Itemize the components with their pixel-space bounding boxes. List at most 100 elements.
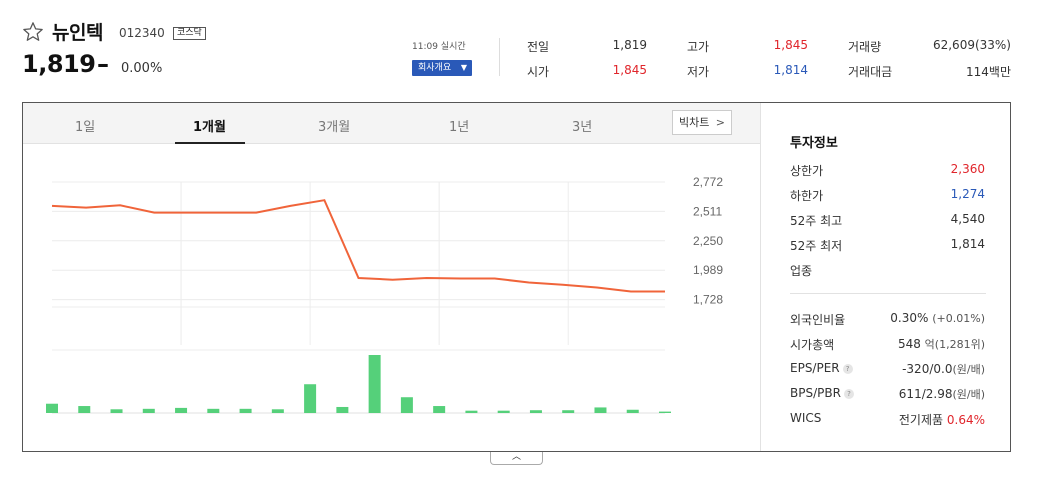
amount-value: 114백만 (966, 65, 1011, 79)
chevron-up-icon: ︿ (511, 452, 521, 462)
info-title: 투자정보 (790, 136, 838, 151)
tab-1m[interactable]: 1개월 (193, 120, 226, 135)
bps-pbr-unit: (원/배) (952, 388, 985, 401)
volume-bar (659, 411, 671, 413)
eps-per-text: EPS/PER (790, 361, 840, 375)
y-tick-label: 1,728 (693, 293, 723, 307)
company-overview-button[interactable]: 회사개요 ▼ (412, 60, 472, 76)
foreign-ratio-value: 0.30% (+0.01%) (890, 311, 985, 325)
caret-down-icon: ▼ (460, 63, 467, 72)
wics-change: 0.64% (946, 413, 985, 427)
eps-per-unit: (원/배) (952, 363, 985, 376)
volume-value: 62,609(33%) (932, 38, 1011, 52)
foreign-ratio-change: (+0.01%) (932, 312, 985, 325)
info-divider (790, 293, 986, 294)
volume-bar (142, 408, 155, 413)
company-overview-label: 회사개요 (418, 63, 452, 73)
price-chart: 2,7722,5112,2501,9891,72805.2405.3106.07… (46, 175, 723, 414)
foreign-ratio: 0.30% (890, 311, 929, 325)
help-icon[interactable]: ? (843, 389, 854, 399)
period-tabs: 1일 1개월 3개월 1년 3년 빅차트 > (23, 103, 760, 144)
low-value: 1,814 (773, 63, 808, 77)
volume-bar (271, 409, 284, 413)
volume-bar (239, 408, 252, 413)
upper-limit-label: 상한가 (790, 164, 824, 178)
low-label: 저가 (687, 65, 710, 79)
volume-bar (562, 410, 575, 413)
prev-close-value: 1,819 (612, 38, 647, 52)
market-cap: 548 (897, 337, 921, 351)
divider (499, 38, 500, 76)
high-value: 1,845 (773, 38, 808, 52)
amount-label: 거래대금 (848, 65, 893, 79)
wics-label: WICS (790, 411, 822, 425)
volume-bar (529, 410, 542, 413)
wics-value: 전기제품 0.64% (899, 411, 985, 428)
volume-bar (304, 384, 317, 413)
week52-low-value: 1,814 (950, 237, 985, 251)
volume-bar (626, 409, 639, 413)
prev-close-label: 전일 (527, 40, 550, 54)
y-tick-label: 2,250 (693, 234, 723, 248)
week52-high-value: 4,540 (950, 212, 985, 226)
bps-pbr: 611/2.98 (898, 387, 953, 401)
bps-pbr-label: BPS/PBR? (790, 386, 854, 400)
industry-label: 업종 (790, 264, 813, 278)
wics-sector[interactable]: 전기제품 (898, 413, 944, 427)
open-value: 1,845 (612, 63, 647, 77)
price-line (51, 199, 665, 293)
open-label: 시가 (527, 65, 550, 79)
realtime-timestamp: 11:09 실시간 (412, 42, 466, 52)
volume-bar (497, 410, 510, 413)
stock-code: 012340 (119, 26, 165, 40)
volume-label: 거래량 (848, 40, 882, 54)
big-chart-button[interactable]: 빅차트 > (672, 110, 732, 135)
tab-1d[interactable]: 1일 (75, 120, 96, 135)
foreign-ratio-label: 외국인비율 (790, 313, 846, 327)
big-chart-label: 빅차트 (679, 116, 710, 129)
volume-bar (336, 406, 349, 413)
volume-bar (46, 403, 58, 413)
week52-low-label: 52주 최저 (790, 239, 843, 253)
volume-bar (368, 355, 381, 413)
bps-pbr-text: BPS/PBR (790, 386, 841, 400)
volume-bar (400, 397, 413, 413)
volume-bar (175, 407, 188, 413)
current-price: 1,819 (22, 50, 96, 78)
y-tick-label: 2,772 (693, 175, 723, 189)
week52-high-label: 52주 최고 (790, 214, 843, 228)
active-tab-indicator (175, 142, 245, 144)
chevron-right-icon: > (715, 116, 725, 129)
y-tick-label: 2,511 (693, 204, 722, 218)
eps-per-label: EPS/PER? (790, 361, 853, 375)
volume-bar (110, 409, 123, 413)
volume-bar (465, 410, 478, 413)
eps-per: -320/0.0 (902, 362, 953, 376)
volume-bar (207, 408, 220, 413)
volume-bar (433, 406, 446, 413)
lower-limit-label: 하한가 (790, 189, 824, 203)
collapse-chart-button[interactable]: ︿ (490, 452, 543, 465)
upper-limit-value: 2,360 (950, 162, 985, 176)
chart-panel: 1일 1개월 3개월 1년 3년 빅차트 > 2,772 2,511 2,250 1,… (22, 102, 1011, 452)
bps-pbr-value: 611/2.98(원/배) (899, 386, 985, 402)
tab-3m[interactable]: 3개월 (318, 120, 351, 135)
volume-bar (78, 406, 91, 413)
volume-bar (594, 407, 607, 413)
tab-1y[interactable]: 1년 (449, 120, 470, 135)
market-badge: 코스닥 (173, 27, 206, 40)
help-icon[interactable]: ? (842, 364, 853, 374)
market-cap-label: 시가총액 (790, 338, 835, 352)
favorite-star-icon[interactable] (22, 21, 44, 43)
high-label: 고가 (687, 40, 710, 54)
lower-limit-value: 1,274 (950, 187, 985, 201)
y-tick-label: 1,989 (693, 263, 723, 277)
tab-3y[interactable]: 3년 (572, 120, 593, 135)
investment-info: 투자정보 상한가 2,360 하한가 1,274 52주 최고 4,540 52… (760, 103, 1011, 451)
stock-name: 뉴인텍 (52, 22, 103, 44)
eps-per-value: -320/0.0(원/배) (902, 361, 985, 377)
change-sign: – (97, 50, 109, 78)
change-rate: 0.00% (121, 61, 163, 76)
market-cap-value: 548 억(1,281위) (898, 336, 985, 352)
market-cap-unit: 억(1,281위) (924, 338, 985, 351)
